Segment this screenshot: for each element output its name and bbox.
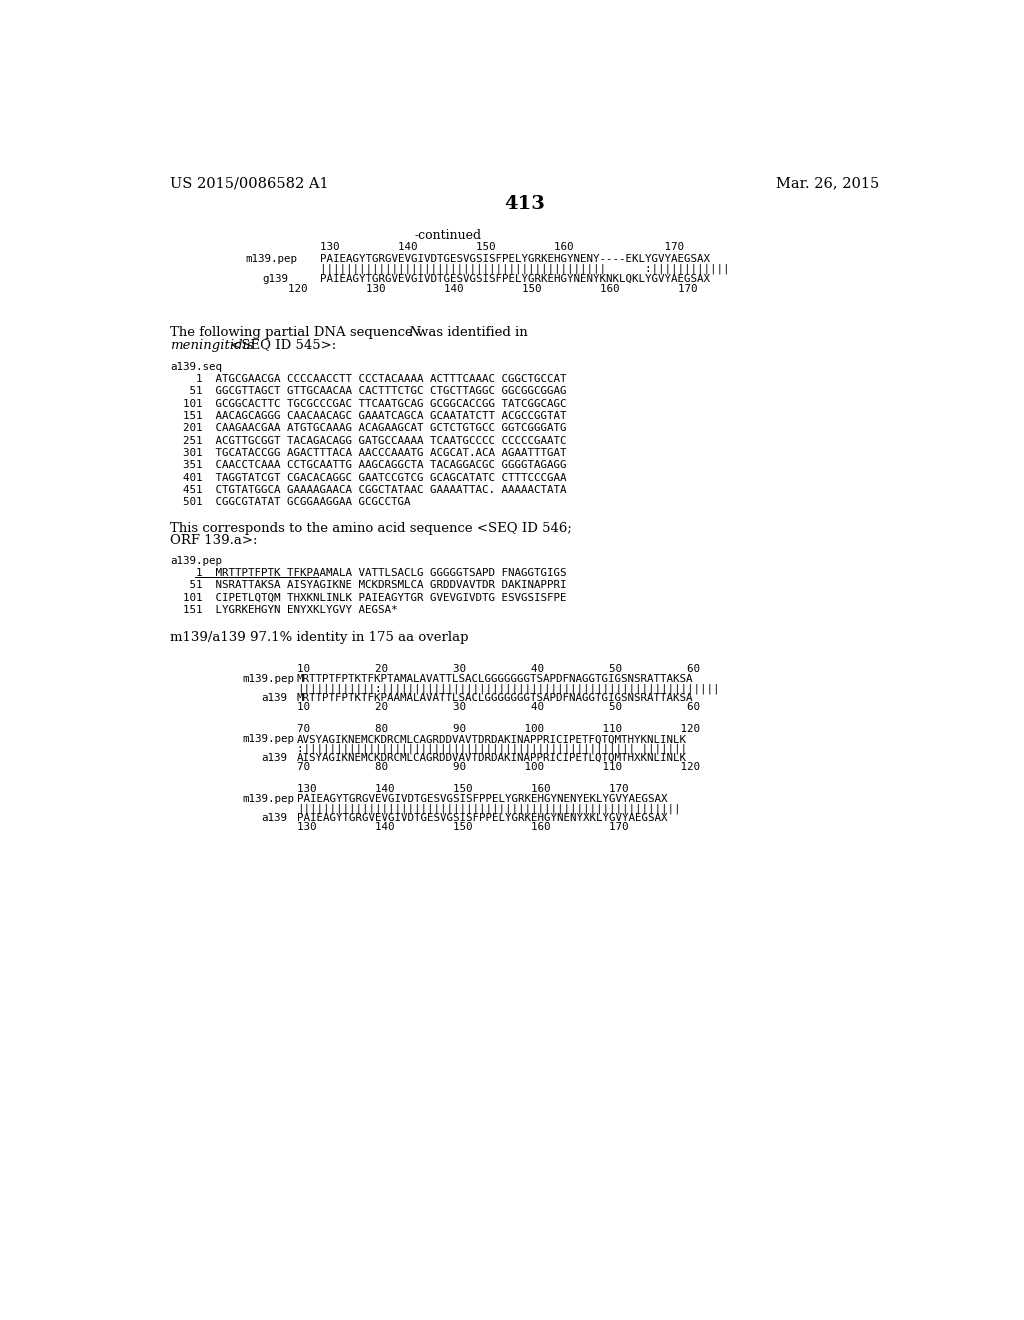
Text: 301  TGCATACCGG AGACTTTACA AACCCAAATG ACGCAT.ACA AGAATTTGAT: 301 TGCATACCGG AGACTTTACA AACCCAAATG ACG… xyxy=(170,447,566,458)
Text: 130         140         150         160         170: 130 140 150 160 170 xyxy=(297,822,629,832)
Text: 51  NSRATTAKSA AISYAGIKNE MCKDRSMLCA GRDDVAVTDR DAKINAPPRI: 51 NSRATTAKSA AISYAGIKNE MCKDRSMLCA GRDD… xyxy=(170,581,566,590)
Text: MRTTPTFPTKTFKPTAMALAVATTLSACLGGGGGGGTSAPDFNAGGTGIGSNSRATTAKSA: MRTTPTFPTKTFKPTAMALAVATTLSACLGGGGGGGTSAP… xyxy=(297,675,693,684)
Text: PAIEAGYTGRGVEVGIVDTGESVGSISFPELYGRKEHGYNENYKNKLQKLYGVYAEGSAX: PAIEAGYTGRGVEVGIVDTGESVGSISFPELYGRKEHGYN… xyxy=(321,275,711,284)
Text: 351  CAACCTCAAA CCTGCAATTG AAGCAGGCTA TACAGGACGC GGGGTAGAGG: 351 CAACCTCAAA CCTGCAATTG AAGCAGGCTA TAC… xyxy=(170,461,566,470)
Text: PAIEAGYTGRGVEVGIVDTGESVGSISFPELYGRKEHGYNENY----EKLYGVYAEGSAX: PAIEAGYTGRGVEVGIVDTGESVGSISFPELYGRKEHGYN… xyxy=(321,253,711,264)
Text: 101  GCGGCACTTC TGCGCCCGAC TTCAATGCAG GCGGCACCGG TATCGGCAGC: 101 GCGGCACTTC TGCGCCCGAC TTCAATGCAG GCG… xyxy=(170,399,566,409)
Text: a139.seq: a139.seq xyxy=(170,362,222,372)
Text: This corresponds to the amino acid sequence <SEQ ID 546;: This corresponds to the amino acid seque… xyxy=(170,521,571,535)
Text: ||||||||||||||||||||||||||||||||||||||||||||      :||||||||||||: ||||||||||||||||||||||||||||||||||||||||… xyxy=(321,264,730,275)
Text: |||||||||||||||||||||||||||||||||||||||||||||||||||||||||||: ||||||||||||||||||||||||||||||||||||||||… xyxy=(297,804,681,814)
Text: 501  CGGCGTATAT GCGGAAGGAA GCGCCTGA: 501 CGGCGTATAT GCGGAAGGAA GCGCCTGA xyxy=(170,498,411,507)
Text: -continued: -continued xyxy=(415,230,482,243)
Text: meningitidis: meningitidis xyxy=(170,339,254,351)
Text: 70          80          90         100         110         120: 70 80 90 100 110 120 xyxy=(297,762,700,772)
Text: 70          80          90         100         110         120: 70 80 90 100 110 120 xyxy=(297,723,700,734)
Text: a139: a139 xyxy=(261,752,288,763)
Text: 120         130         140         150         160         170: 120 130 140 150 160 170 xyxy=(289,284,698,294)
Text: 413: 413 xyxy=(505,195,545,214)
Text: PAIEAGYTGRGVEVGIVDTGESVGSISFPPELYGRKEHGYNENYXKLYGVYAEGSAX: PAIEAGYTGRGVEVGIVDTGESVGSISFPPELYGRKEHGY… xyxy=(297,813,668,822)
Text: 51  GGCGTTAGCT GTTGCAACAA CACTTTCTGC CTGCTTAGGC GGCGGCGGAG: 51 GGCGTTAGCT GTTGCAACAA CACTTTCTGC CTGC… xyxy=(170,387,566,396)
Text: 101  CIPETLQTQM THXKNLINLK PAIEAGYTGR GVEVGIVDTG ESVGSISFPE: 101 CIPETLQTQM THXKNLINLK PAIEAGYTGR GVE… xyxy=(170,593,566,603)
Text: g139: g139 xyxy=(262,275,288,284)
Text: 130         140         150         160         170: 130 140 150 160 170 xyxy=(297,784,629,793)
Text: a139: a139 xyxy=(261,813,288,822)
Text: 201  CAAGAACGAA ATGTGCAAAG ACAGAAGCAT GCTCTGTGCC GGTCGGGATG: 201 CAAGAACGAA ATGTGCAAAG ACAGAAGCAT GCT… xyxy=(170,424,566,433)
Text: 251  ACGTTGCGGT TACAGACAGG GATGCCAAAA TCAATGCCCC CCCCCGAATC: 251 ACGTTGCGGT TACAGACAGG GATGCCAAAA TCA… xyxy=(170,436,566,446)
Text: m139.pep: m139.pep xyxy=(246,253,298,264)
Text: Mar. 26, 2015: Mar. 26, 2015 xyxy=(776,176,880,190)
Text: N.: N. xyxy=(408,326,423,339)
Text: 401  TAGGTATCGT CGACACAGGC GAATCCGTCG GCAGCATATC CTTTCCCGAA: 401 TAGGTATCGT CGACACAGGC GAATCCGTCG GCA… xyxy=(170,473,566,483)
Text: The following partial DNA sequence was identified in: The following partial DNA sequence was i… xyxy=(170,326,531,339)
Text: m139.pep: m139.pep xyxy=(243,734,295,744)
Text: 151  AACAGCAGGG CAACAACAGC GAAATCAGCA GCAATATCTT ACGCCGGTAT: 151 AACAGCAGGG CAACAACAGC GAAATCAGCA GCA… xyxy=(170,411,566,421)
Text: 451  CTGTATGGCA GAAAAGAACA CGGCTATAAC GAAAATTAC. AAAAACTATA: 451 CTGTATGGCA GAAAAGAACA CGGCTATAAC GAA… xyxy=(170,484,566,495)
Text: m139.pep: m139.pep xyxy=(243,675,295,684)
Text: US 2015/0086582 A1: US 2015/0086582 A1 xyxy=(170,176,329,190)
Text: AVSYAGIKNEMCKDRCMLCAGRDDVAVTDRDAKINAPPRICIPETFQTQMTHYKNLINLK: AVSYAGIKNEMCKDRCMLCAGRDDVAVTDRDAKINAPPRI… xyxy=(297,734,687,744)
Text: ORF 139.a>:: ORF 139.a>: xyxy=(170,535,257,548)
Text: PAIEAGYTGRGVEVGIVDTGESVGSISFPPELYGRKEHGYNENYEKLYGVYAEGSAX: PAIEAGYTGRGVEVGIVDTGESVGSISFPPELYGRKEHGY… xyxy=(297,795,668,804)
Text: :||||||||||||||||||||||||||||||||||||||||||||||||||| |||||||: :|||||||||||||||||||||||||||||||||||||||… xyxy=(297,743,687,754)
Text: MRTTPTFPTKTFKPAAMALAVATTLSACLGGGGGGGTSAPDFNAGGTGIGSNSRATTAKSA: MRTTPTFPTKTFKPAAMALAVATTLSACLGGGGGGGTSAP… xyxy=(297,693,693,702)
Text: <SEQ ID 545>:: <SEQ ID 545>: xyxy=(226,339,336,351)
Text: m139.pep: m139.pep xyxy=(243,795,295,804)
Text: AISYAGIKNEMCKDRCMLCAGRDDVAVTDRDAKINAPPRICIPETLQTQMTHXKNLINLK: AISYAGIKNEMCKDRCMLCAGRDDVAVTDRDAKINAPPRI… xyxy=(297,752,687,763)
Text: 10          20          30          40          50          60: 10 20 30 40 50 60 xyxy=(297,702,700,711)
Text: a139: a139 xyxy=(261,693,288,702)
Text: 130         140         150         160              170: 130 140 150 160 170 xyxy=(321,243,684,252)
Text: a139.pep: a139.pep xyxy=(170,556,222,566)
Text: m139/a139 97.1% identity in 175 aa overlap: m139/a139 97.1% identity in 175 aa overl… xyxy=(170,631,468,644)
Text: 151  LYGRKEHGYN ENYXKLYGVY AEGSA*: 151 LYGRKEHGYN ENYXKLYGVY AEGSA* xyxy=(170,605,397,615)
Text: ||||||||||||:||||||||||||||||||||||||||||||||||||||||||||||||||||: ||||||||||||:|||||||||||||||||||||||||||… xyxy=(297,684,720,694)
Text: 1  ATGCGAACGA CCCCAACCTT CCCTACAAAA ACTTTCAAAC CGGCTGCCAT: 1 ATGCGAACGA CCCCAACCTT CCCTACAAAA ACTTT… xyxy=(170,374,566,384)
Text: 10          20          30          40          50          60: 10 20 30 40 50 60 xyxy=(297,664,700,673)
Text: 1  MRTTPTFPTK TFKPAAMALA VATTLSACLG GGGGGTSAPD FNAGGTGIGS: 1 MRTTPTFPTK TFKPAAMALA VATTLSACLG GGGGG… xyxy=(170,568,566,578)
